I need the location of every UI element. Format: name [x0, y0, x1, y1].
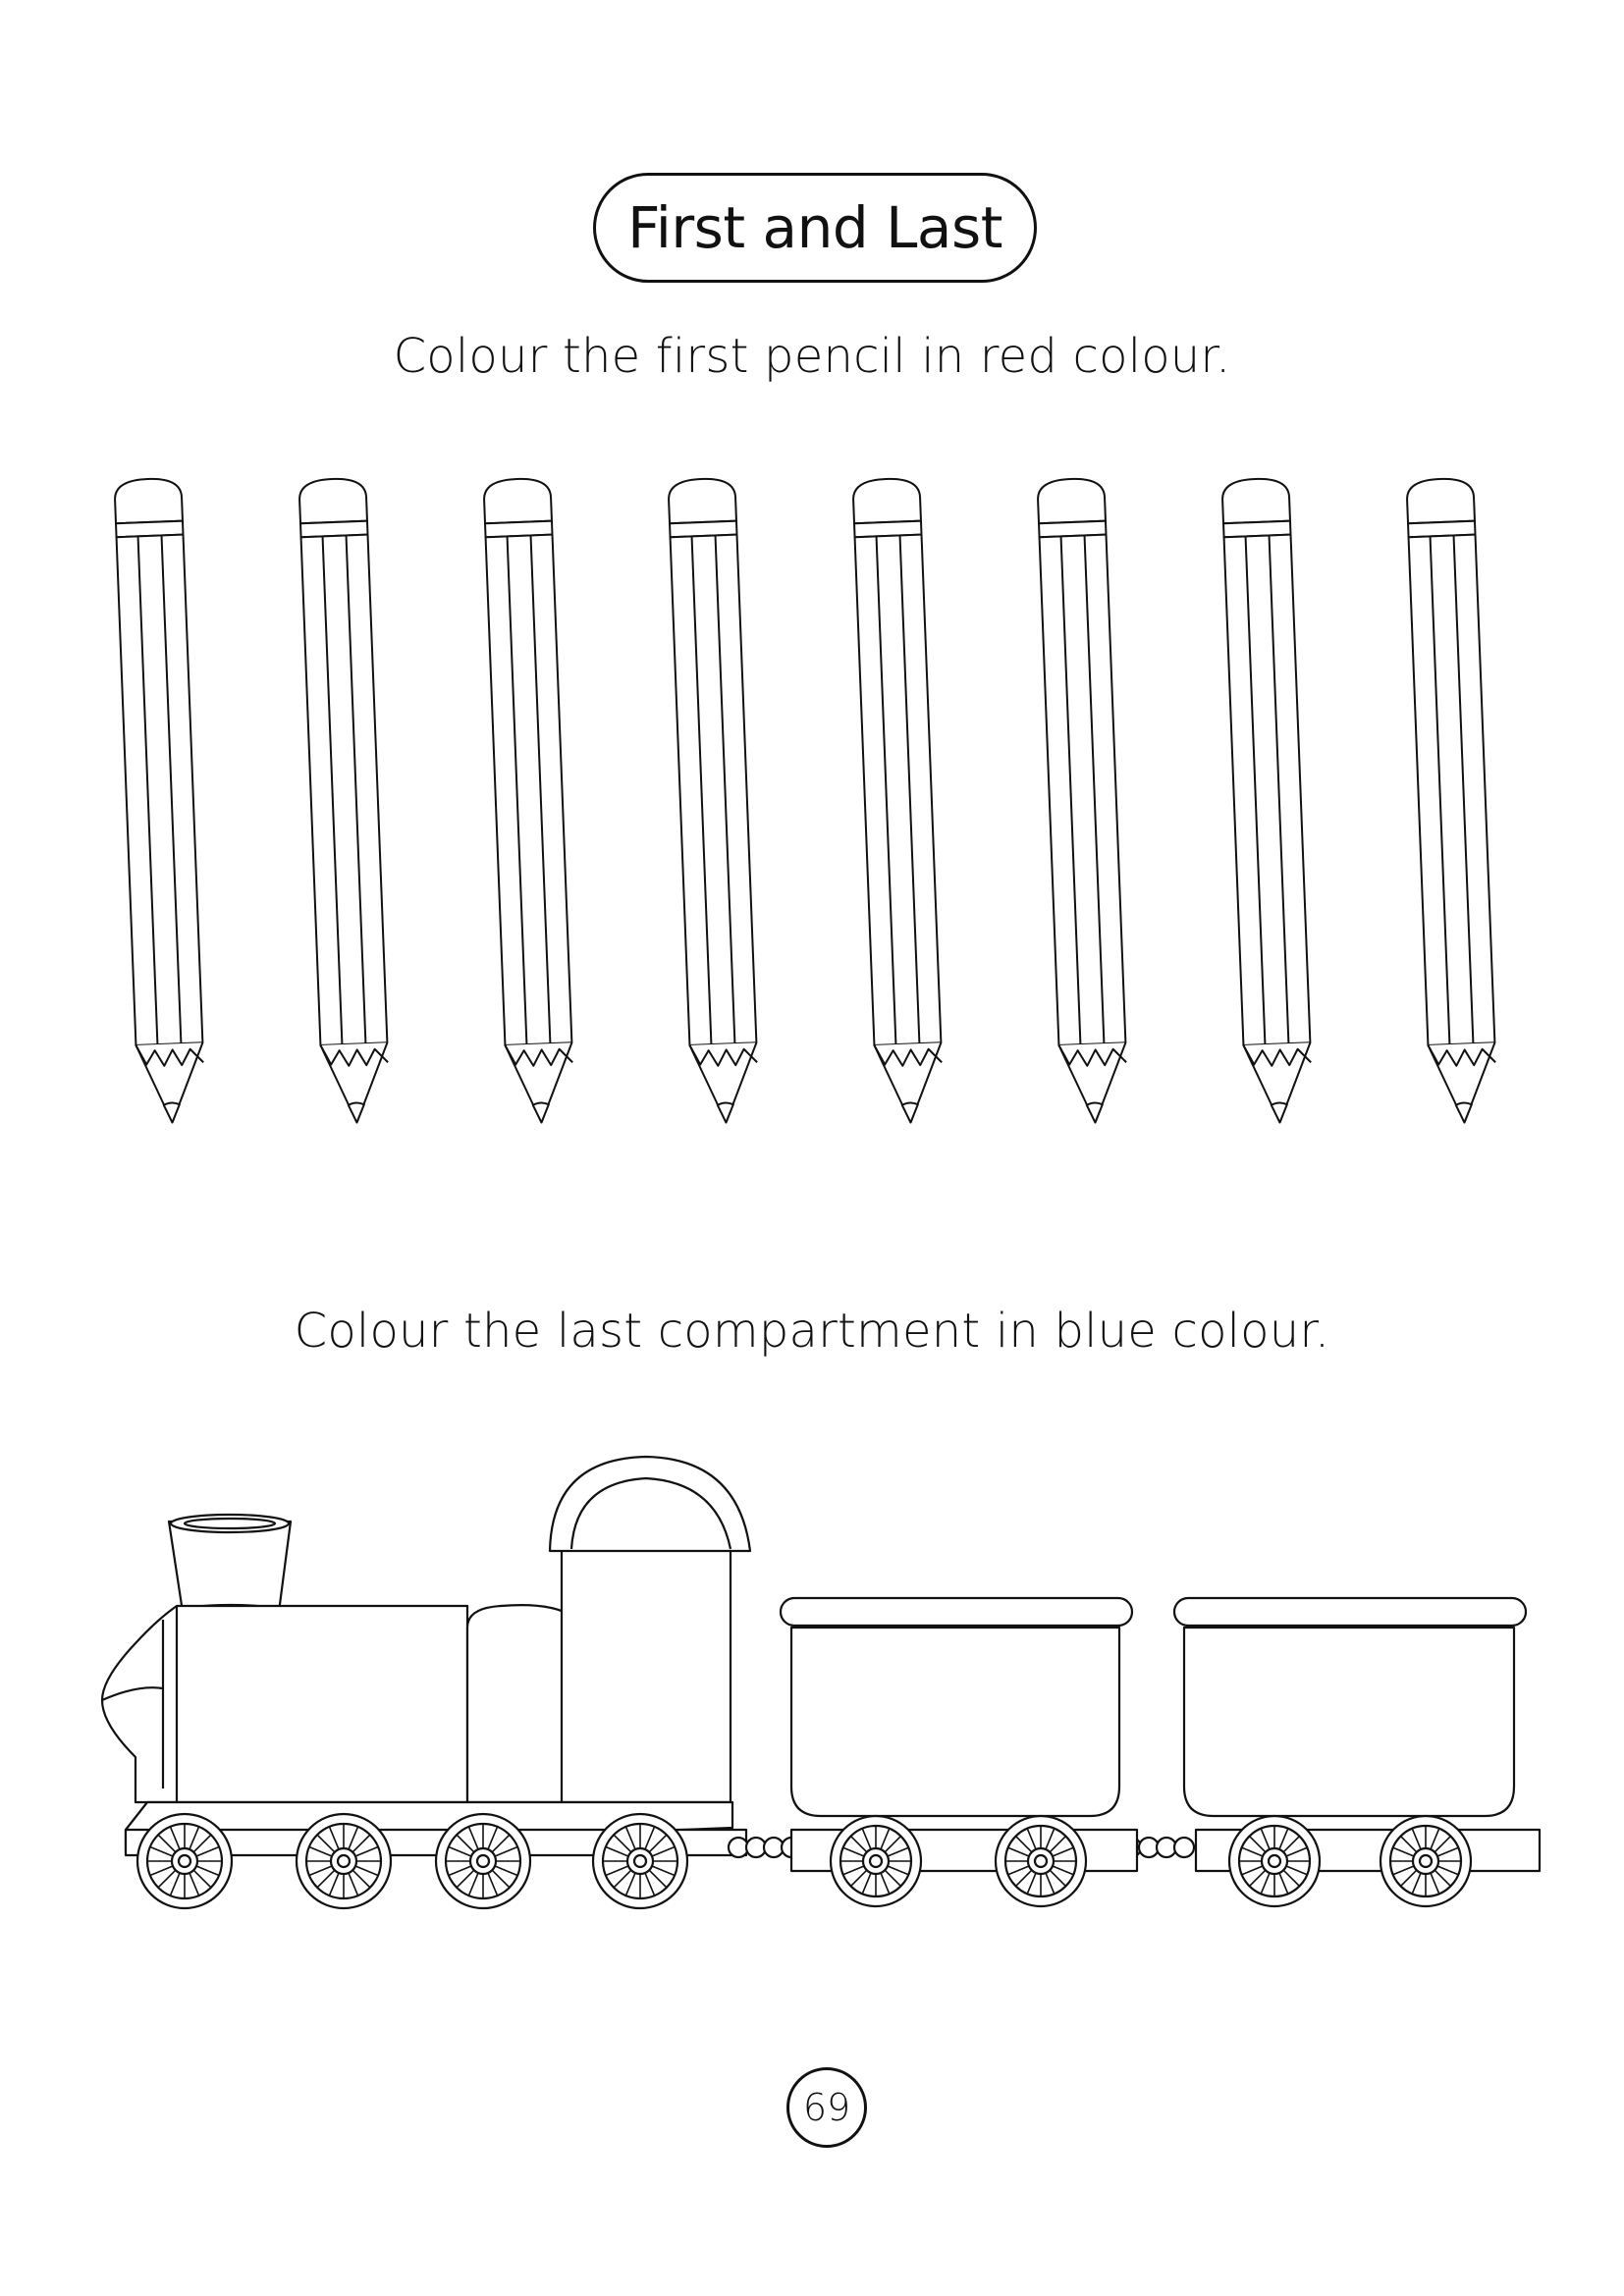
- pencil-6[interactable]: [1037, 477, 1128, 1124]
- compartment-1-wheel-1: [829, 1814, 923, 1908]
- pencil-4[interactable]: [668, 477, 759, 1124]
- pencil-2[interactable]: [298, 477, 390, 1124]
- engine-wheel-3: [434, 1812, 532, 1910]
- train-compartment-2[interactable]: [1172, 1596, 1542, 1873]
- train-engine: [100, 1455, 752, 1857]
- pencil-7[interactable]: [1221, 477, 1313, 1124]
- train-compartment-1[interactable]: [779, 1596, 1139, 1873]
- engine-wheel-2: [295, 1812, 393, 1910]
- pencil-3[interactable]: [483, 477, 574, 1124]
- engine-chimney: [167, 1520, 293, 1614]
- engine-wheel-4: [591, 1812, 689, 1910]
- instruction-train: Colour the last compartment in blue colo…: [294, 1304, 1330, 1359]
- engine-wheel-1: [135, 1812, 234, 1910]
- compartment-2-wheel-2: [1379, 1814, 1473, 1908]
- page-number: 69: [786, 2067, 867, 2148]
- pencil-8[interactable]: [1406, 477, 1497, 1124]
- engine-cab: [560, 1547, 732, 1804]
- pencil-1[interactable]: [114, 477, 205, 1124]
- engine-cab-roof: [548, 1455, 752, 1553]
- instruction-pencils: Colour the first pencil in red colour.: [393, 329, 1231, 384]
- compartment-1-wheel-2: [994, 1814, 1088, 1908]
- worksheet-title: First and Last: [593, 173, 1037, 283]
- pencil-5[interactable]: [852, 477, 944, 1124]
- pencil-row: [114, 477, 1497, 1124]
- compartment-2-wheel-1: [1227, 1814, 1322, 1908]
- engine-boiler: [100, 1604, 469, 1804]
- train-illustration: [100, 1455, 1542, 1910]
- engine-steam-dome: [465, 1604, 573, 1804]
